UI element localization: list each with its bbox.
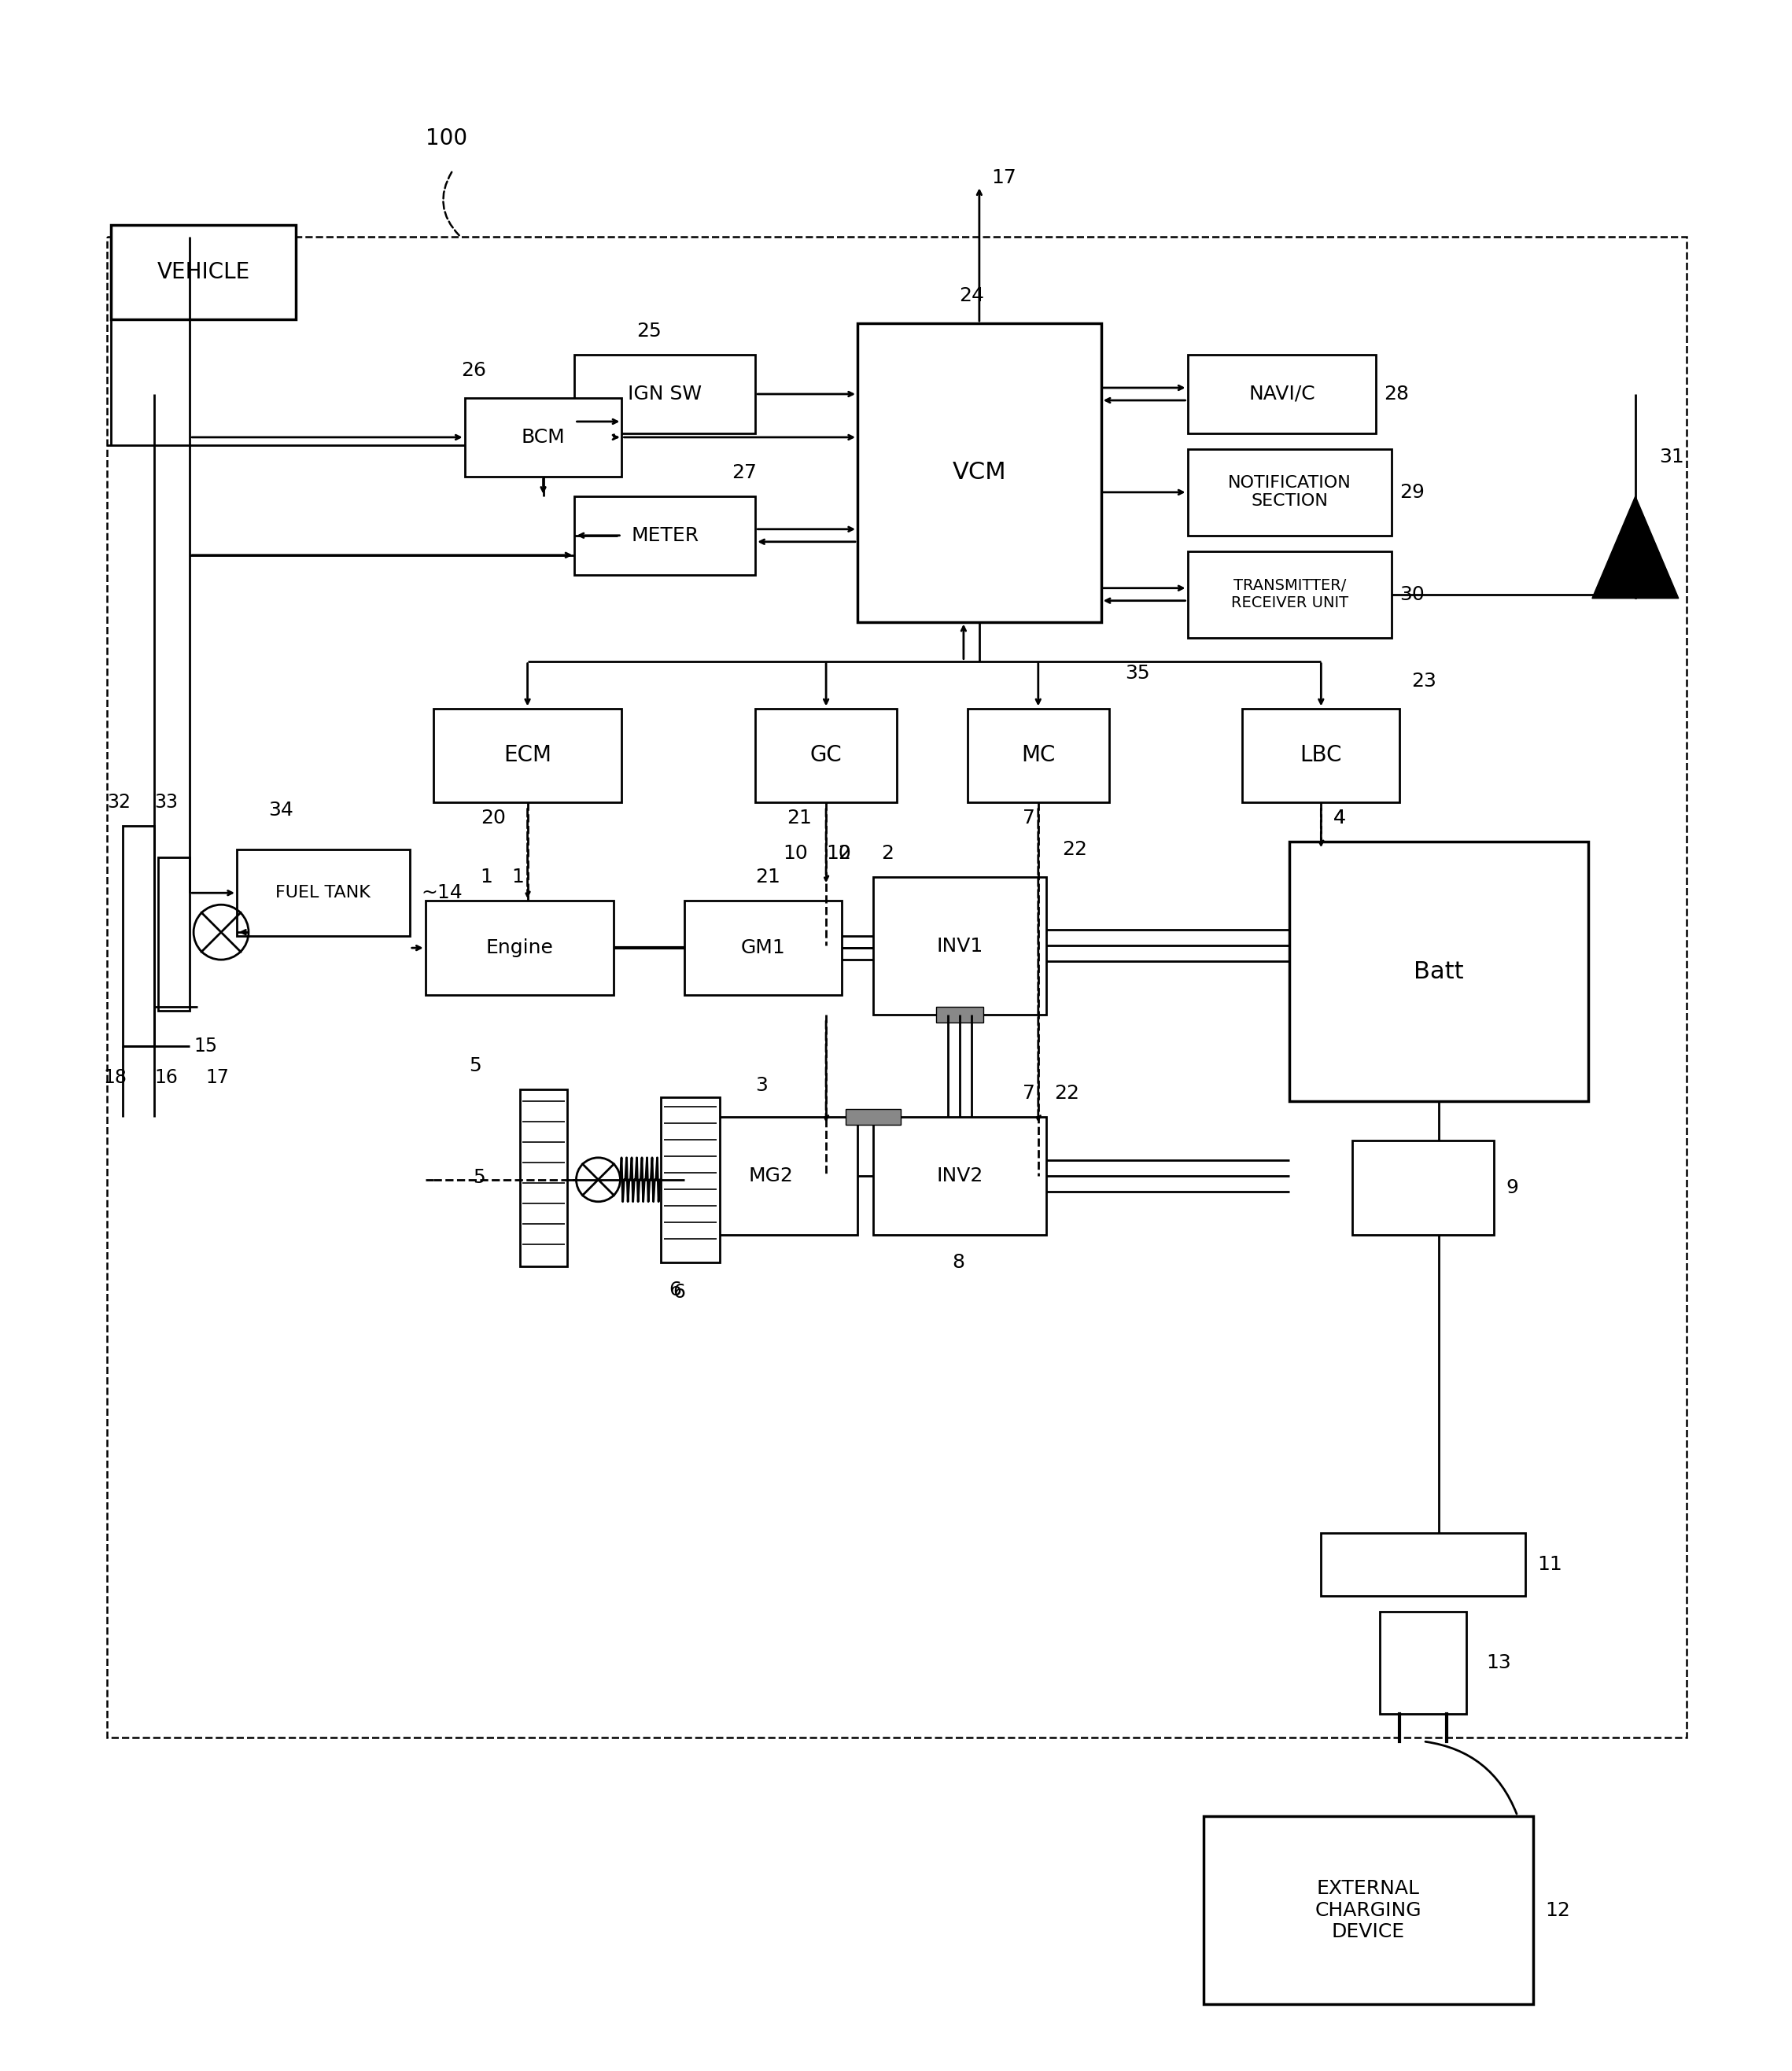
Text: VCM: VCM — [952, 462, 1007, 485]
Text: INV2: INV2 — [935, 1166, 984, 1185]
Bar — [846, 1108, 901, 1125]
Text: 1: 1 — [480, 868, 493, 886]
Text: 17: 17 — [206, 1069, 229, 1087]
Bar — [935, 1007, 984, 1023]
Text: 15: 15 — [194, 1038, 217, 1056]
Text: 21: 21 — [787, 810, 812, 828]
Bar — [1188, 354, 1376, 433]
Text: MC: MC — [1021, 743, 1055, 766]
Bar — [111, 226, 296, 319]
Text: 22: 22 — [1054, 1083, 1079, 1102]
Text: 26: 26 — [461, 360, 486, 379]
Bar — [237, 849, 410, 936]
Text: 34: 34 — [269, 801, 294, 820]
Text: 11: 11 — [1538, 1555, 1563, 1574]
Text: MG2: MG2 — [749, 1166, 794, 1185]
Text: 20: 20 — [480, 810, 505, 828]
Bar — [968, 708, 1109, 804]
Text: 9: 9 — [1505, 1178, 1518, 1197]
Text: METER: METER — [631, 526, 699, 545]
Text: 27: 27 — [731, 464, 756, 483]
Text: NOTIFICATION
SECTION: NOTIFICATION SECTION — [1228, 474, 1351, 509]
Bar — [685, 901, 842, 994]
Text: Engine: Engine — [486, 938, 554, 957]
Text: GC: GC — [810, 743, 842, 766]
Text: 4: 4 — [1333, 810, 1346, 828]
Text: 21: 21 — [756, 868, 781, 886]
Text: 2: 2 — [839, 845, 851, 864]
Text: VEHICLE: VEHICLE — [158, 261, 249, 284]
Bar — [873, 1116, 1047, 1234]
Bar — [1353, 1141, 1495, 1234]
Bar — [575, 497, 756, 576]
Bar — [1321, 1533, 1525, 1597]
Text: 1: 1 — [513, 868, 525, 886]
Text: 22: 22 — [1063, 841, 1088, 859]
Text: 13: 13 — [1486, 1653, 1511, 1671]
Text: 5: 5 — [473, 1168, 486, 1187]
Bar — [575, 354, 756, 433]
Bar — [464, 398, 622, 476]
Text: 12: 12 — [1545, 1901, 1570, 1920]
Bar — [1188, 449, 1392, 536]
Text: GM1: GM1 — [740, 938, 785, 957]
Text: 2: 2 — [882, 845, 894, 864]
Text: 10: 10 — [783, 845, 808, 864]
Text: Batt: Batt — [1414, 961, 1464, 984]
Text: TRANSMITTER/
RECEIVER UNIT: TRANSMITTER/ RECEIVER UNIT — [1231, 578, 1348, 611]
Text: 18: 18 — [104, 1069, 127, 1087]
Bar — [661, 1098, 720, 1261]
Text: 16: 16 — [154, 1069, 177, 1087]
Text: EXTERNAL
CHARGING
DEVICE: EXTERNAL CHARGING DEVICE — [1315, 1878, 1421, 1943]
Text: BCM: BCM — [521, 429, 564, 447]
Text: 24: 24 — [959, 286, 984, 304]
Text: 6: 6 — [668, 1280, 681, 1299]
Bar — [1188, 551, 1392, 638]
Bar — [858, 323, 1100, 621]
Text: 8: 8 — [952, 1253, 964, 1272]
Text: NAVI/C: NAVI/C — [1249, 385, 1315, 404]
Text: INV1: INV1 — [937, 936, 984, 955]
Text: 100: 100 — [425, 128, 468, 149]
Text: 7: 7 — [1023, 1083, 1036, 1102]
Text: 6: 6 — [672, 1282, 686, 1301]
Bar — [158, 857, 190, 1011]
Bar — [685, 1116, 858, 1234]
Text: 33: 33 — [154, 793, 177, 812]
Text: FUEL TANK: FUEL TANK — [276, 884, 371, 901]
Bar — [520, 1089, 566, 1265]
Text: 10: 10 — [826, 845, 851, 864]
Text: 28: 28 — [1383, 385, 1409, 404]
Bar — [425, 901, 615, 994]
Text: 29: 29 — [1400, 483, 1425, 501]
Bar — [1380, 1611, 1466, 1715]
Text: 35: 35 — [1125, 663, 1149, 681]
Bar — [1290, 841, 1588, 1102]
Bar — [108, 236, 1686, 1738]
Bar — [756, 708, 896, 804]
Text: 3: 3 — [756, 1077, 767, 1096]
Text: 4: 4 — [1333, 810, 1346, 828]
Text: 7: 7 — [1023, 810, 1036, 828]
Text: ~14: ~14 — [421, 884, 462, 903]
Text: 31: 31 — [1659, 447, 1684, 466]
Bar — [1202, 1816, 1534, 2005]
Bar — [1242, 708, 1400, 804]
Text: 17: 17 — [991, 168, 1016, 188]
Bar — [873, 878, 1047, 1015]
Bar — [434, 708, 622, 804]
Text: IGN SW: IGN SW — [627, 385, 702, 404]
Text: 32: 32 — [108, 793, 131, 812]
Text: 25: 25 — [636, 321, 661, 340]
Text: 30: 30 — [1400, 584, 1425, 605]
Bar — [124, 826, 154, 1046]
Polygon shape — [1591, 497, 1679, 599]
Text: 5: 5 — [468, 1056, 480, 1075]
Text: 23: 23 — [1412, 671, 1437, 690]
Text: LBC: LBC — [1299, 743, 1342, 766]
Text: ECM: ECM — [504, 743, 552, 766]
